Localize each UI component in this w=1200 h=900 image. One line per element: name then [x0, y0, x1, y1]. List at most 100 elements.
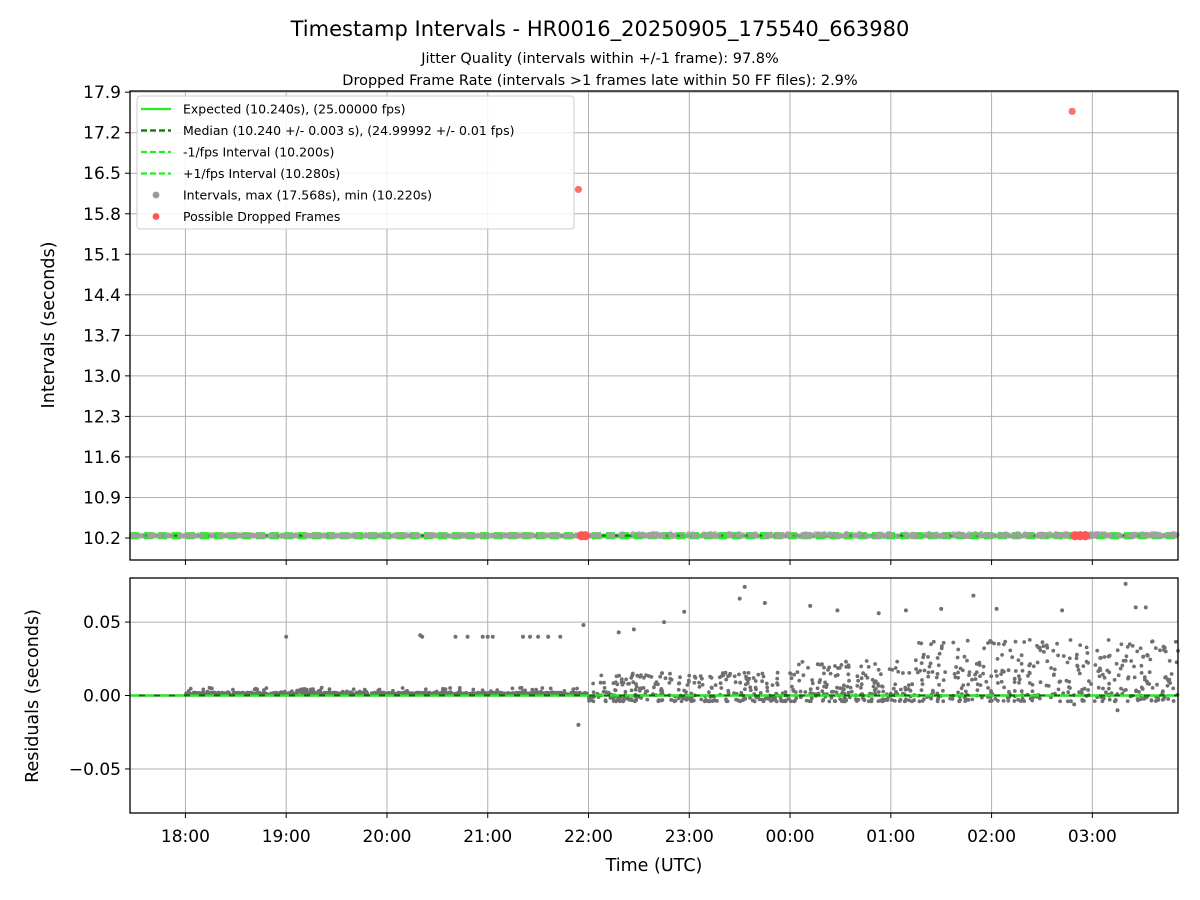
residual-point [654, 680, 659, 684]
residual-point [758, 691, 763, 695]
residual-point [859, 685, 863, 690]
residual-point [1093, 663, 1098, 667]
interval-point [1099, 531, 1105, 537]
residual-point [649, 675, 654, 679]
residual-point [603, 699, 608, 704]
residual-point [941, 640, 946, 645]
residual-point [300, 688, 305, 693]
residual-outlier-point [994, 606, 999, 611]
residual-point [1065, 699, 1070, 704]
residual-point [827, 699, 832, 704]
residual-point [441, 686, 445, 691]
residual-outlier-point [737, 596, 742, 601]
residual-point [279, 690, 284, 695]
interval-point [334, 532, 341, 539]
residual-point [952, 672, 957, 676]
interval-point [367, 532, 374, 538]
residual-point [890, 698, 894, 702]
residual-outlier-point [420, 634, 425, 639]
interval-point [646, 533, 653, 540]
residual-outlier-point [1123, 581, 1128, 586]
residual-point [333, 690, 338, 695]
residual-point [687, 679, 691, 684]
interval-point [439, 532, 445, 538]
residual-point [615, 682, 620, 687]
residual-point [638, 686, 642, 691]
residual-point [1065, 660, 1070, 665]
residual-point [903, 687, 908, 692]
residual-point [783, 699, 788, 704]
residual-outlier-point [546, 634, 551, 639]
residual-point [1173, 639, 1178, 644]
interval-point [950, 531, 956, 537]
residual-point [630, 671, 635, 676]
residual-point [752, 699, 757, 704]
residual-point [1068, 638, 1073, 642]
interval-point [177, 532, 184, 538]
chart-subtitle-jitter: Jitter Quality (intervals within +/-1 fr… [420, 51, 779, 67]
residual-point [926, 655, 930, 659]
interval-point [875, 533, 881, 540]
residual-point [999, 679, 1004, 684]
interval-point [286, 532, 293, 539]
residual-point [788, 671, 792, 676]
residual-point [876, 690, 881, 694]
residual-point [881, 689, 886, 694]
residual-point [1046, 684, 1051, 688]
residual-point [790, 684, 794, 689]
residual-point [1017, 677, 1022, 682]
y-tick-label: 17.2 [83, 124, 121, 144]
residual-point [1085, 651, 1090, 655]
residual-point [908, 688, 913, 693]
residual-point [1067, 656, 1072, 661]
residual-point [876, 667, 881, 672]
residual-point [645, 689, 650, 693]
residual-point [660, 671, 665, 675]
residual-point [849, 689, 854, 694]
residual-point [846, 690, 851, 695]
residual-point [1147, 670, 1152, 675]
residual-point [1116, 673, 1121, 678]
y-tick-label: 0.05 [83, 613, 121, 633]
interval-point [710, 532, 716, 538]
interval-point [754, 533, 760, 539]
residual-point [1120, 663, 1125, 668]
residual-point [1150, 639, 1154, 644]
interval-point [316, 532, 322, 539]
interval-point [1143, 532, 1149, 538]
residual-point [1051, 648, 1056, 653]
residual-point [732, 691, 736, 695]
interval-point [208, 532, 214, 538]
residual-point [652, 685, 656, 690]
residual-point [1171, 686, 1176, 691]
residual-point [1019, 653, 1024, 658]
interval-point [391, 532, 398, 538]
residual-point [720, 671, 725, 676]
residual-point [745, 681, 750, 686]
residual-point [797, 678, 802, 683]
residual-point [935, 656, 940, 660]
residual-point [548, 686, 553, 691]
residual-point [801, 673, 806, 678]
interval-point [191, 533, 198, 539]
residual-point [866, 665, 871, 669]
residual-point [1035, 660, 1040, 665]
residual-point [1049, 666, 1053, 670]
residual-point [1125, 699, 1130, 703]
residual-point [1061, 691, 1066, 695]
interval-point [978, 532, 984, 539]
residual-point [786, 697, 791, 701]
interval-point [147, 532, 153, 538]
residual-point [708, 674, 712, 679]
residual-outlier-point [453, 634, 458, 639]
residual-point [907, 671, 912, 675]
residual-point [765, 689, 770, 693]
residual-point [753, 685, 758, 690]
y-tick-label: 12.3 [83, 407, 121, 427]
residual-point [1080, 699, 1085, 703]
residual-outlier-point [485, 634, 490, 639]
interval-point [924, 533, 931, 539]
residual-point [1030, 682, 1035, 687]
residual-point [631, 680, 636, 685]
interval-point [502, 532, 508, 538]
